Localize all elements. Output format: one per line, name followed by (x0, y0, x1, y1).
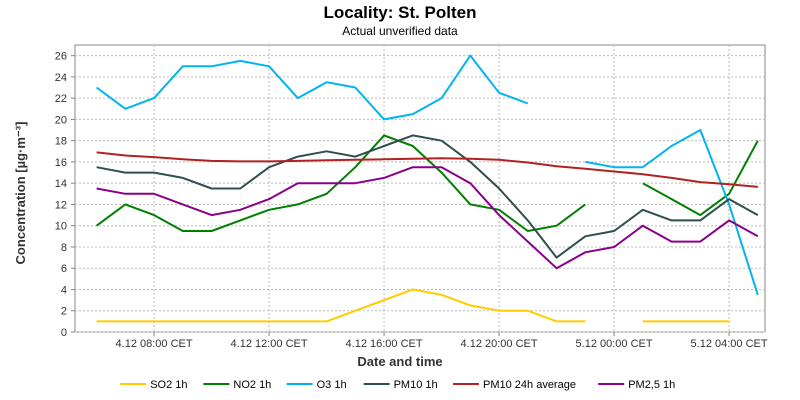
chart-title: Locality: St. Polten (323, 3, 476, 22)
y-tick-label: 24 (55, 72, 67, 84)
y-tick-label: 2 (61, 306, 67, 318)
x-tick-label: 4.12 08:00 CET (116, 338, 193, 350)
y-tick-label: 22 (55, 93, 67, 105)
x-tick-label: 5.12 00:00 CET (576, 338, 653, 350)
y-tick-label: 4 (61, 284, 67, 296)
series-line-pm10-24h-average (96, 151, 758, 188)
legend-label-pm10-24h-average: PM10 24h average (483, 379, 576, 391)
y-tick-label: 8 (61, 242, 67, 254)
grid-lines (75, 45, 765, 333)
x-tick-label: 4.12 16:00 CET (346, 338, 423, 350)
series-line-pm2-5-1h (96, 166, 759, 270)
y-axis-title: Concentration [µg·m⁻³] (13, 122, 28, 265)
legend-label-no2-1h: NO2 1h (233, 379, 271, 391)
plot-area (74, 44, 766, 333)
y-tick-label: 6 (61, 263, 67, 275)
legend-label-so2-1h: SO2 1h (150, 379, 187, 391)
series-line-so2-1h (96, 288, 730, 323)
series-lines (96, 54, 759, 323)
x-tick-label: 4.12 20:00 CET (461, 338, 538, 350)
y-tick-label: 16 (55, 157, 67, 169)
series-line-no2-1h (96, 134, 759, 232)
x-tick-label: 4.12 12:00 CET (231, 338, 308, 350)
y-tick-label: 26 (55, 51, 67, 63)
x-axis-ticks: 4.12 08:00 CET 4.12 12:00 CET 4.12 16:00 C… (116, 332, 768, 350)
x-tick-label: 5.12 04:00 CET (691, 338, 768, 350)
legend: SO2 1h NO2 1h O3 1h PM10 1h PM10 24h average… (120, 379, 675, 391)
legend-label-o3-1h: O3 1h (317, 379, 347, 391)
y-tick-label: 10 (55, 221, 67, 233)
series-line-o3-1h (96, 54, 759, 296)
y-tick-label: 18 (55, 136, 67, 148)
series-line-pm10-1h (96, 134, 759, 259)
y-tick-label: 0 (61, 327, 67, 339)
y-tick-label: 20 (55, 114, 67, 126)
x-axis-title: Date and time (357, 354, 442, 369)
y-tick-label: 12 (55, 199, 67, 211)
y-tick-label: 14 (55, 178, 67, 190)
legend-label-pm2-5-1h: PM2,5 1h (628, 379, 675, 391)
legend-label-pm10-1h: PM10 1h (394, 379, 438, 391)
chart-subtitle: Actual unverified data (342, 24, 458, 38)
